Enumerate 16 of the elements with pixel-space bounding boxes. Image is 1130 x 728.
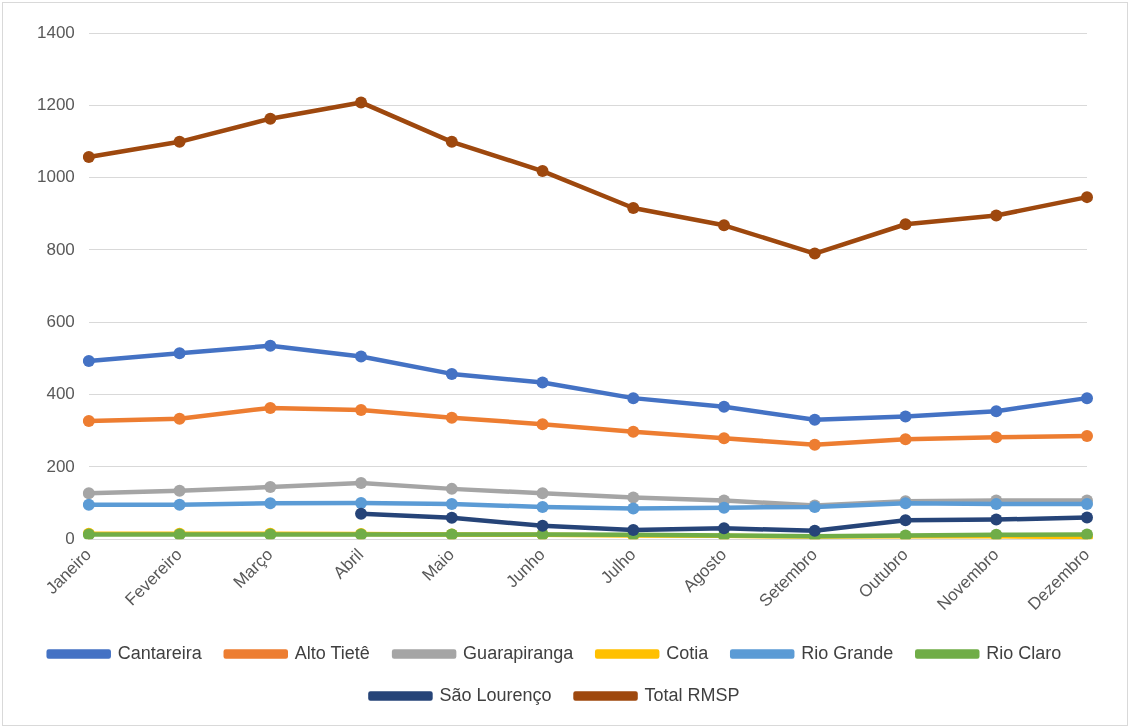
legend-label: Rio Grande <box>801 642 894 663</box>
legend-label: Alto Tietê <box>294 642 370 663</box>
legend-label: Cantareira <box>117 642 203 663</box>
y-tick-label: 1200 <box>36 94 75 114</box>
legend-label: Guarapiranga <box>463 642 575 663</box>
y-tick-label: 800 <box>46 239 75 259</box>
legend-label: Rio Claro <box>986 642 1062 663</box>
legend-label: Cotia <box>666 642 710 663</box>
y-tick-label: 400 <box>46 384 75 404</box>
y-tick-label: 200 <box>46 456 75 476</box>
y-tick-label: 1000 <box>36 167 75 187</box>
y-tick-label: 0 <box>65 528 75 548</box>
y-tick-label: 600 <box>46 311 75 331</box>
legend-label: Total RMSP <box>644 684 740 705</box>
legend-label: São Lourenço <box>439 684 552 705</box>
y-tick-label: 1400 <box>36 22 75 42</box>
